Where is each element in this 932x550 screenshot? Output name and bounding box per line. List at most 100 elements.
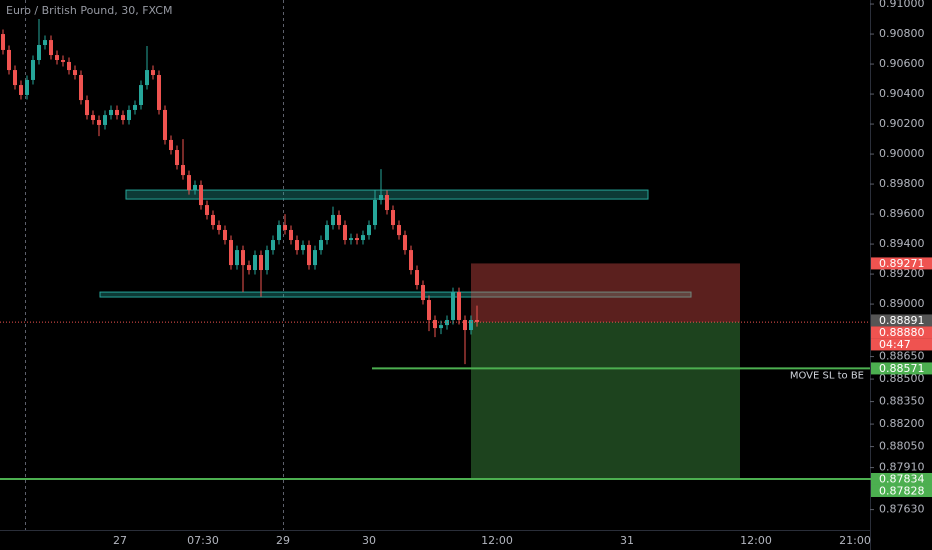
y-tick-label: 0.91000: [879, 0, 925, 10]
candle-body: [319, 240, 323, 251]
stop-zone: [471, 263, 740, 323]
x-tick-label: 07:30: [187, 534, 219, 547]
x-tick-label: 29: [276, 534, 290, 547]
price-tag: [871, 326, 932, 339]
candle-body: [403, 235, 407, 251]
candle-body: [187, 175, 191, 191]
candle-body: [421, 285, 425, 301]
candle-body: [439, 325, 443, 329]
y-tick-label: 0.90600: [879, 57, 925, 70]
candle-body: [331, 214, 335, 226]
candle-body: [259, 255, 263, 271]
target-zone: [471, 322, 740, 479]
y-tick-label: 0.89200: [879, 267, 925, 280]
candle-body: [229, 240, 233, 266]
candle-body: [241, 250, 245, 266]
candle-body: [277, 225, 281, 241]
candle-body: [181, 165, 185, 176]
candle-body: [133, 105, 137, 110]
candle-body: [247, 265, 251, 271]
x-tick-label: 21:00: [839, 534, 871, 547]
candle-body: [427, 300, 431, 320]
x-tick-label: 27: [113, 534, 127, 547]
candle-body: [97, 120, 101, 125]
candle-body: [85, 100, 89, 116]
y-tick-label: 0.88200: [879, 417, 925, 430]
y-tick-label: 0.87910: [879, 461, 925, 474]
candle-body: [373, 199, 377, 226]
drawings: [99, 189, 740, 479]
candle-body: [163, 109, 167, 140]
candle-body: [91, 115, 95, 121]
x-tick-label: 31: [620, 534, 634, 547]
candle-body: [271, 240, 275, 251]
price-tag: [871, 472, 932, 485]
y-tick-label: 0.88500: [879, 372, 925, 385]
candle-body: [103, 115, 107, 125]
y-tick-label: 0.87630: [879, 503, 925, 516]
y-tick-label: 0.89600: [879, 207, 925, 220]
candle-body: [301, 244, 305, 251]
candle-body: [37, 45, 41, 61]
candle-body: [145, 70, 149, 86]
candle-body: [79, 75, 83, 101]
candle-body: [139, 85, 143, 106]
price-tag: [871, 257, 932, 270]
y-tick-label: 0.89400: [879, 237, 925, 250]
candle-body: [265, 250, 269, 271]
price-tag-label: 0.87834: [879, 472, 925, 485]
candle-body: [235, 250, 239, 266]
chart-title: Euro / British Pound, 30, FXCM: [6, 4, 172, 17]
x-tick-label: 30: [362, 534, 376, 547]
y-tick-label: 0.89000: [879, 297, 925, 310]
candle-body: [451, 292, 455, 320]
x-tick-label: 12:00: [481, 534, 513, 547]
price-tag-label: 0.88891: [879, 314, 925, 327]
y-tick-label: 0.90400: [879, 87, 925, 100]
y-tick-label: 0.89800: [879, 177, 925, 190]
candle-body: [355, 238, 359, 241]
price-tag-label: 0.89271: [879, 257, 925, 270]
candle-body: [67, 61, 71, 71]
candle-body: [43, 40, 47, 46]
candle-body: [379, 195, 383, 200]
candle-body: [457, 292, 461, 320]
price-tag: [871, 314, 932, 327]
candle-body: [199, 184, 203, 206]
candle-body: [115, 109, 119, 116]
candle-body: [223, 229, 227, 241]
candle-body: [385, 195, 389, 211]
candle-body: [391, 210, 395, 226]
price-tag-label: 0.87828: [879, 484, 925, 497]
candle-body: [211, 214, 215, 226]
y-tick-label: 0.88050: [879, 440, 925, 453]
candle-body: [127, 109, 131, 121]
y-tick-label: 0.88350: [879, 395, 925, 408]
candle-body: [193, 184, 197, 191]
candle-body: [25, 79, 29, 95]
candle-body: [349, 238, 353, 241]
candle-body: [433, 319, 437, 329]
y-tick-label: 0.90000: [879, 147, 925, 160]
candle-body: [73, 70, 77, 76]
candle-body: [313, 250, 317, 266]
candle-body: [361, 235, 365, 241]
candle-body: [469, 319, 473, 331]
candles: [1, 19, 479, 365]
x-tick-label: 12:00: [740, 534, 772, 547]
candle-body: [325, 225, 329, 241]
price-tag: [871, 362, 932, 375]
candle-body: [295, 240, 299, 251]
candle-body: [409, 250, 413, 271]
candle-body: [7, 49, 11, 71]
candle-body: [343, 225, 347, 241]
candle-body: [205, 205, 209, 215]
candle-body: [175, 150, 179, 166]
candle-body: [13, 70, 17, 86]
axes: 0.91000 0.90800 0.90600 0.90400 0.90200 0.900…: [113, 0, 932, 547]
candle-body: [217, 225, 221, 230]
level-label: MOVE SL to BE: [790, 370, 864, 381]
candle-body: [121, 115, 125, 121]
candle-body: [337, 214, 341, 226]
